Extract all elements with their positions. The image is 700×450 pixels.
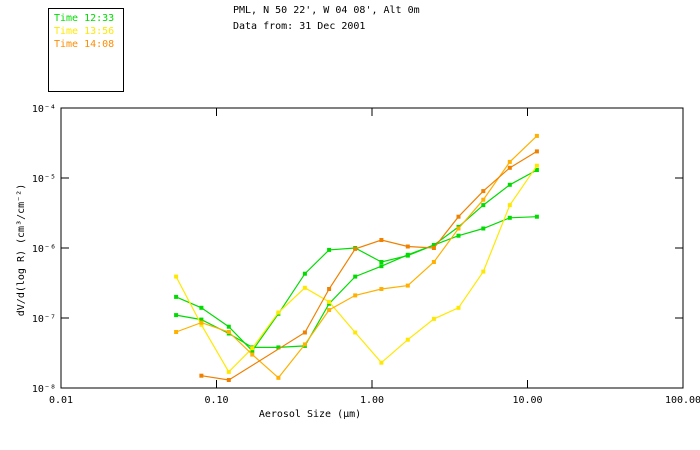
- data-point: [481, 197, 486, 202]
- series-orange: [199, 149, 539, 382]
- data-point: [379, 260, 384, 264]
- data-point: [534, 133, 539, 138]
- data-point: [199, 322, 204, 327]
- data-point: [353, 330, 358, 335]
- data-point: [481, 226, 486, 231]
- data-point: [534, 168, 539, 172]
- data-point: [302, 330, 307, 335]
- data-point: [379, 238, 384, 242]
- data-point: [226, 369, 231, 374]
- y-tick-label: 10⁻⁵: [32, 174, 56, 185]
- data-point: [250, 352, 255, 357]
- legend-box: Time 12:33 Time 13:56 Time 14:08: [48, 8, 124, 92]
- data-point: [481, 189, 486, 194]
- data-point: [507, 165, 512, 170]
- data-point: [327, 299, 332, 304]
- data-point: [431, 246, 436, 250]
- series-green-b: [174, 214, 539, 350]
- data-point: [250, 346, 255, 351]
- series-green-a: [174, 168, 539, 353]
- data-point: [481, 269, 486, 274]
- data-point: [199, 317, 204, 322]
- data-point: [379, 264, 384, 269]
- chart-title: PML, N 50 22', W 04 08', Alt 0m: [233, 5, 420, 16]
- data-point: [199, 373, 204, 378]
- x-tick-label: 0.01: [49, 395, 73, 406]
- series-line-light-orange: [175, 135, 538, 379]
- data-point: [405, 252, 410, 257]
- legend-item-1233: Time 12:33: [54, 13, 115, 24]
- chart-subtitle: Data from: 31 Dec 2001: [233, 21, 366, 32]
- data-point: [276, 310, 281, 315]
- data-point: [174, 313, 179, 318]
- data-point: [302, 285, 307, 290]
- series-line-green-a: [175, 169, 538, 352]
- data-point: [456, 226, 461, 231]
- data-point: [534, 163, 539, 168]
- series-yellow: [174, 163, 539, 374]
- data-point: [302, 271, 307, 276]
- data-point: [174, 330, 179, 334]
- legend-item-1356: Time 13:56: [54, 26, 115, 37]
- data-point: [534, 149, 539, 154]
- x-tick-label: 100.00: [665, 395, 700, 406]
- data-point: [327, 308, 332, 312]
- data-point: [507, 182, 512, 187]
- data-point: [507, 159, 512, 164]
- data-point: [405, 244, 410, 249]
- data-point: [379, 360, 384, 365]
- data-point: [431, 316, 436, 321]
- data-point: [226, 378, 231, 382]
- x-axis-label: Aerosol Size (μm): [258, 409, 362, 420]
- series-line-yellow: [175, 165, 538, 373]
- series-light-orange: [174, 133, 539, 380]
- y-tick-label: 10⁻⁸: [32, 384, 56, 395]
- data-point: [353, 246, 358, 251]
- y-tick-label: 10⁻⁶: [32, 244, 56, 255]
- x-tick-label: 1.00: [360, 395, 384, 406]
- legend-item-1408: Time 14:08: [54, 39, 115, 50]
- data-point: [507, 215, 512, 220]
- y-tick-label: 10⁻⁴: [32, 104, 56, 115]
- data-point: [302, 342, 307, 347]
- data-point: [431, 243, 436, 248]
- data-point: [456, 214, 461, 219]
- data-point: [534, 214, 539, 219]
- data-point: [250, 348, 255, 353]
- x-tick-label: 0.10: [204, 395, 228, 406]
- data-point: [431, 260, 436, 264]
- data-point: [405, 283, 410, 288]
- data-point: [226, 330, 231, 334]
- data-point: [379, 287, 384, 291]
- series-line-orange: [201, 150, 538, 381]
- data-point: [327, 247, 332, 252]
- data-point: [405, 337, 410, 342]
- data-point: [507, 203, 512, 208]
- data-point: [276, 345, 281, 350]
- data-point: [353, 293, 358, 298]
- data-point: [174, 274, 179, 279]
- data-point: [276, 375, 281, 380]
- data-point: [226, 324, 231, 329]
- data-point: [456, 305, 461, 310]
- data-point: [481, 203, 486, 208]
- y-axis-label: dV/d(log R) (cm³/cm⁻²): [16, 183, 27, 317]
- plot-frame: [60, 107, 684, 389]
- data-point: [199, 305, 204, 310]
- data-point: [327, 287, 332, 291]
- data-point: [456, 233, 461, 238]
- data-point: [174, 294, 179, 299]
- y-tick-label: 10⁻⁷: [32, 314, 56, 325]
- x-tick-label: 10.00: [512, 395, 542, 406]
- data-point: [199, 320, 204, 325]
- data-point: [353, 274, 358, 279]
